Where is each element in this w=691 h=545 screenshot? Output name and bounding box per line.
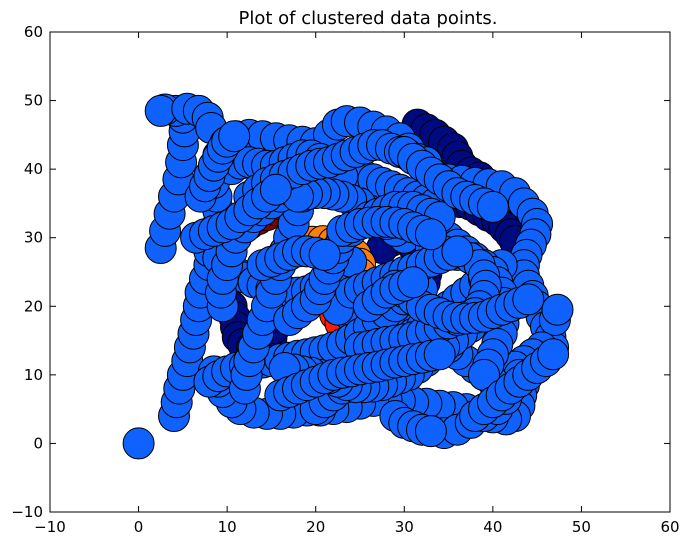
x-tick-label: 60 bbox=[660, 518, 679, 536]
x-tick-label: 10 bbox=[218, 518, 237, 536]
x-tick-label: 0 bbox=[134, 518, 144, 536]
y-tick-label: 40 bbox=[24, 160, 43, 178]
y-axis: −10 0 10 20 30 40 50 60 bbox=[11, 23, 670, 521]
x-tick-label: 20 bbox=[306, 518, 325, 536]
data-point bbox=[218, 120, 251, 153]
data-point bbox=[414, 218, 447, 251]
data-point bbox=[259, 173, 292, 206]
points-layer bbox=[122, 92, 574, 460]
data-point bbox=[537, 338, 570, 371]
chart-title: Plot of clustered data points. bbox=[238, 8, 497, 29]
y-tick-label: 10 bbox=[24, 366, 43, 384]
y-tick-label: 60 bbox=[24, 23, 43, 41]
x-tick-label: 30 bbox=[395, 518, 414, 536]
plot-frame bbox=[49, 31, 671, 513]
x-axis: −10 0 10 20 30 40 50 60 bbox=[34, 32, 680, 536]
x-tick-label: −10 bbox=[34, 518, 66, 536]
data-point bbox=[541, 293, 574, 326]
x-tick-label: 50 bbox=[572, 518, 591, 536]
data-point bbox=[308, 238, 341, 271]
data-point bbox=[441, 235, 474, 268]
data-point bbox=[423, 338, 456, 371]
data-point bbox=[397, 266, 430, 299]
y-tick-label: 20 bbox=[24, 297, 43, 315]
data-point bbox=[476, 190, 509, 223]
y-tick-label: 0 bbox=[33, 434, 43, 452]
data-point bbox=[512, 283, 545, 316]
y-tick-label: 50 bbox=[24, 92, 43, 110]
data-point bbox=[122, 427, 155, 460]
data-point bbox=[414, 415, 447, 448]
x-tick-label: 40 bbox=[483, 518, 502, 536]
y-tick-label: −10 bbox=[11, 503, 43, 521]
y-tick-label: 30 bbox=[24, 229, 43, 247]
